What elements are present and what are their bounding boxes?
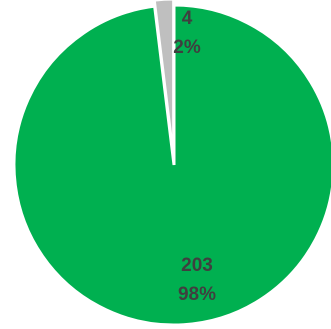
data-label-percent: 2% <box>173 37 201 58</box>
pie-slice-203 <box>12 3 331 327</box>
data-label-percent: 98% <box>178 284 216 305</box>
data-label-value: 203 <box>181 255 213 276</box>
pie-slices <box>12 0 331 327</box>
data-label-value: 4 <box>182 8 193 29</box>
pie-data-labels: 4 2% 203 98% <box>173 8 216 305</box>
